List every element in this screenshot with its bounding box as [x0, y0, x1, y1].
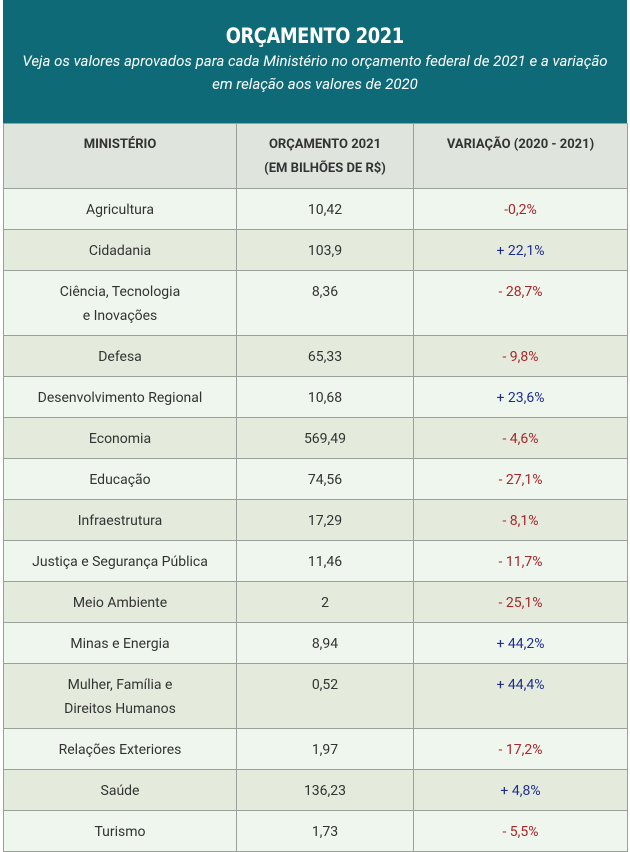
variation-cell: + 23,6% [413, 376, 628, 418]
ministry-cell: Meio Ambiente [3, 581, 237, 623]
header-row: MINISTÉRIO ORÇAMENTO 2021 (EM BILHÕES DE … [3, 123, 628, 189]
table-row: Educação 74,56- 27,1% [3, 458, 628, 500]
ministry-cell: Saúde [3, 769, 237, 811]
ministry-cell: Relações Exteriores [3, 728, 237, 770]
table-row: Infraestrutura 17,29- 8,1% [3, 499, 628, 541]
ministry-cell: Ciência, Tecnologia e Inovações [3, 270, 237, 336]
column-header: MINISTÉRIO [3, 123, 237, 189]
table-row: Ciência, Tecnologia e Inovações 8,36- 28,… [3, 270, 628, 336]
ministry-cell: Educação [3, 458, 237, 500]
budget-cell: 10,42 [236, 188, 414, 230]
table-row: Defesa 65,33- 9,8% [3, 335, 628, 377]
variation-cell: - 28,7% [413, 270, 628, 336]
budget-cell: 0,52 [236, 663, 414, 729]
title: ORÇAMENTO 2021 [225, 24, 405, 48]
ministry-cell: Defesa [3, 335, 237, 377]
table-row: Turismo 1,73- 5,5% [3, 810, 628, 852]
variation-cell: -0,2% [413, 188, 628, 230]
variation-cell: - 27,1% [413, 458, 628, 500]
ministry-cell: Cidadania [3, 229, 237, 271]
ministry-cell: Desenvolvimento Regional [3, 376, 237, 418]
table-row: Saúde 136,23 + 4,8% [3, 769, 628, 811]
ministry-cell: Agricultura [3, 188, 237, 230]
budget-cell: 103,9 [236, 229, 414, 271]
header: ORÇAMENTO 2021 Veja os valores aprovados… [3, 0, 627, 123]
variation-cell: + 4,8% [413, 769, 628, 811]
budget-cell: 8,94 [236, 622, 414, 664]
ministry-cell: Justiça e Segurança Pública [3, 540, 237, 582]
table-row: Mulher, Família e Direitos Humanos 0,52 + … [3, 663, 628, 729]
table-row: Agricultura 10,42 -0,2% [3, 188, 628, 230]
column-header: ORÇAMENTO 2021 (EM BILHÕES DE R$) [236, 123, 414, 189]
budget-cell: 10,68 [236, 376, 414, 418]
ministry-cell: Mulher, Família e Direitos Humanos [3, 663, 237, 729]
budget-cell: 136,23 [236, 769, 414, 811]
ministry-cell: Turismo [3, 810, 237, 852]
variation-cell: + 44,2% [413, 622, 628, 664]
table-body: Agricultura 10,42 -0,2% Cidadania 103,9 + 22,… [3, 188, 628, 852]
ministry-cell: Infraestrutura [3, 499, 237, 541]
variation-cell: - 4,6% [413, 417, 628, 459]
table-row: Desenvolvimento Regional 10,68 + 23,6% [3, 376, 628, 418]
budget-cell: 17,29 [236, 499, 414, 541]
budget-cell: 11,46 [236, 540, 414, 582]
variation-cell: - 5,5% [413, 810, 628, 852]
table-row: Minas e Energia 8,94 + 44,2% [3, 622, 628, 664]
table-row: Cidadania 103,9 + 22,1% [3, 229, 628, 271]
column-header: VARIAÇÃO (2020 - 2021) [413, 123, 628, 189]
variation-cell: - 9,8% [413, 335, 628, 377]
table-row: Relações Exteriores 1,97- 17,2% [3, 728, 628, 770]
budget-cell: 74,56 [236, 458, 414, 500]
table-row: Meio Ambiente 2- 25,1% [3, 581, 628, 623]
budget-table: MINISTÉRIO ORÇAMENTO 2021 (EM BILHÕES DE … [3, 123, 628, 852]
variation-cell: - 17,2% [413, 728, 628, 770]
table-row: Economia 569,49- 4,6% [3, 417, 628, 459]
table-row: Justiça e Segurança Pública 11,46- 11,7% [3, 540, 628, 582]
ministry-cell: Economia [3, 417, 237, 459]
budget-cell: 1,73 [236, 810, 414, 852]
variation-cell: + 44,4% [413, 663, 628, 729]
variation-cell: - 11,7% [413, 540, 628, 582]
variation-cell: - 25,1% [413, 581, 628, 623]
budget-cell: 2 [236, 581, 414, 623]
budget-cell: 569,49 [236, 417, 414, 459]
ministry-cell: Minas e Energia [3, 622, 237, 664]
subtitle: Veja os valores aprovados para cada Mini… [22, 52, 608, 93]
budget-cell: 1,97 [236, 728, 414, 770]
budget-cell: 65,33 [236, 335, 414, 377]
infographic: ORÇAMENTO 2021 Veja os valores aprovados… [3, 0, 628, 852]
budget-cell: 8,36 [236, 270, 414, 336]
variation-cell: - 8,1% [413, 499, 628, 541]
variation-cell: + 22,1% [413, 229, 628, 271]
